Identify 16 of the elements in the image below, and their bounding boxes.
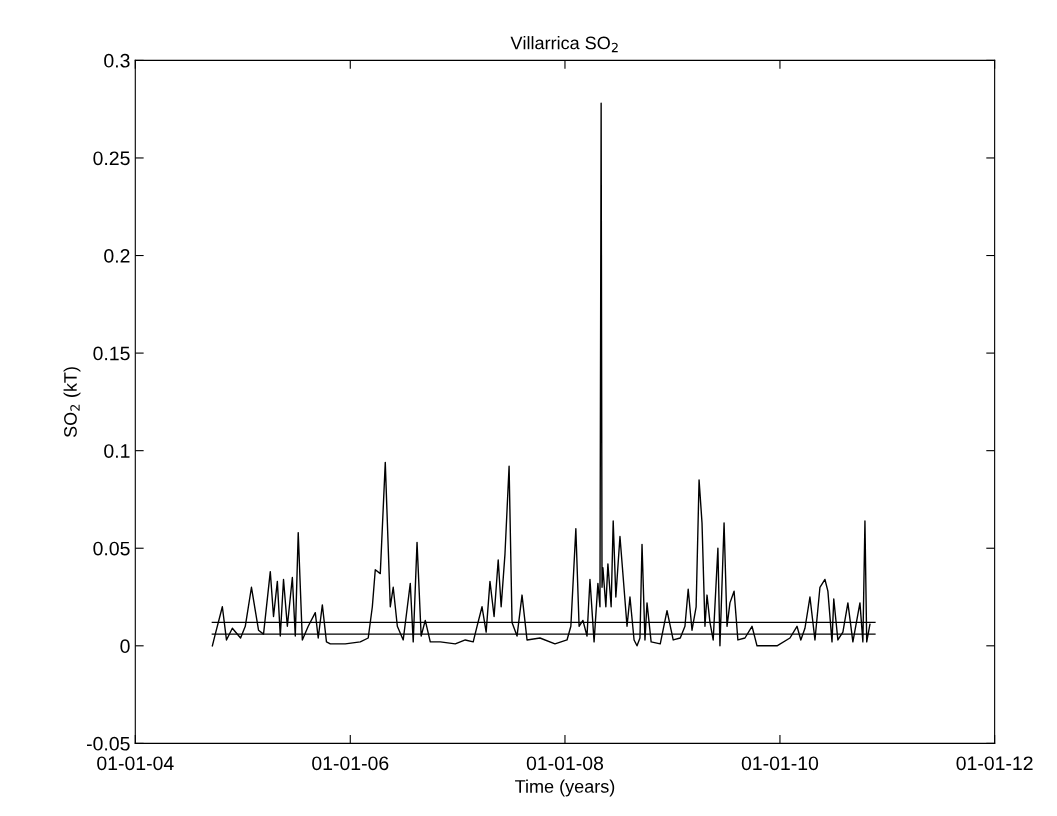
y-tick-label: 0 bbox=[120, 639, 130, 654]
x-tick-label: 01-01-08 bbox=[526, 756, 604, 771]
y-tick-label: 0.3 bbox=[104, 53, 130, 68]
chart-title: Villarrica SO$_{2}$ bbox=[510, 36, 618, 53]
x-tick-label: 01-01-10 bbox=[741, 756, 819, 771]
x-tick-label: 01-01-04 bbox=[97, 756, 174, 771]
y-tick-label: 0.2 bbox=[104, 248, 130, 263]
x-tick-label: 01-01-06 bbox=[312, 756, 389, 771]
y-tick-label: 0.15 bbox=[93, 346, 130, 361]
y-axis-title: SO$_{2}$ (kT) bbox=[63, 367, 81, 438]
y-tick-label: -0.05 bbox=[86, 736, 130, 751]
x-axis-title: Time (years) bbox=[515, 779, 615, 797]
y-tick-label: 0.25 bbox=[93, 151, 130, 166]
y-tick-label: 0.05 bbox=[93, 541, 130, 556]
x-tick-label: 01-01-12 bbox=[956, 756, 1033, 771]
y-tick-label: 0.1 bbox=[104, 444, 130, 458]
